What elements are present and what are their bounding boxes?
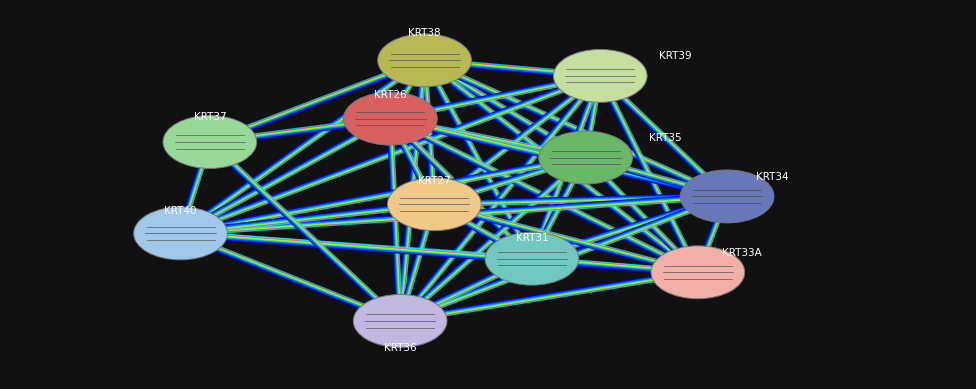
Ellipse shape [539,131,632,184]
Ellipse shape [387,178,481,231]
Text: KRT37: KRT37 [193,112,226,123]
Ellipse shape [378,34,471,87]
Text: KRT26: KRT26 [374,90,407,100]
Text: KRT31: KRT31 [515,233,549,243]
Text: KRT36: KRT36 [384,343,417,353]
Ellipse shape [344,92,437,145]
Text: KRT40: KRT40 [164,206,197,216]
Ellipse shape [353,294,447,347]
Ellipse shape [553,49,647,102]
Ellipse shape [163,116,257,168]
Text: KRT34: KRT34 [756,172,789,182]
Text: KRT33A: KRT33A [722,248,762,258]
Text: KRT35: KRT35 [649,133,681,143]
Text: KRT38: KRT38 [408,28,441,38]
Text: KRT27: KRT27 [418,176,451,186]
Ellipse shape [134,207,227,260]
Ellipse shape [651,246,745,299]
Text: KRT39: KRT39 [659,51,691,61]
Ellipse shape [680,170,774,223]
Ellipse shape [485,232,579,285]
